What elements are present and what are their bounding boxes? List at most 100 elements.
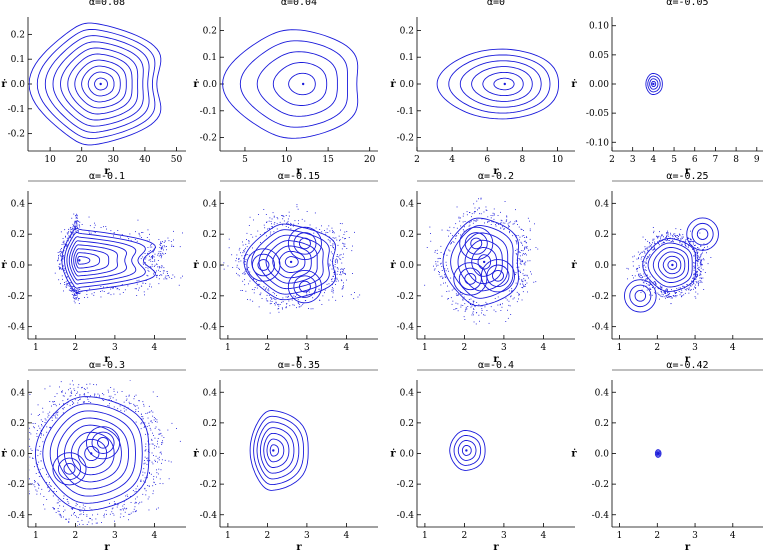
y-axis-label: ṙ xyxy=(571,260,577,271)
chaotic-point xyxy=(73,388,75,390)
chaotic-point xyxy=(297,223,299,225)
chaotic-point xyxy=(151,410,152,412)
chaotic-point xyxy=(154,259,156,261)
chaotic-point xyxy=(71,290,73,292)
chaotic-point xyxy=(49,401,51,402)
chaotic-point xyxy=(697,280,699,282)
chaotic-point xyxy=(458,293,459,295)
chaotic-point xyxy=(331,227,333,229)
orbit-curve xyxy=(73,248,110,273)
chaotic-point xyxy=(107,293,109,294)
chaotic-point xyxy=(485,209,487,211)
chaotic-point xyxy=(325,231,327,233)
chaotic-point xyxy=(130,496,131,497)
chaotic-point xyxy=(446,254,448,256)
chaotic-point xyxy=(689,243,690,245)
chaotic-point xyxy=(64,509,66,511)
chaotic-point xyxy=(274,222,276,223)
chaotic-point xyxy=(89,383,91,385)
chaotic-point xyxy=(334,272,336,274)
chaotic-point xyxy=(636,268,638,269)
chaotic-point xyxy=(528,249,529,251)
chaotic-point xyxy=(676,288,678,289)
chaotic-point xyxy=(636,269,638,270)
y-tick-label: 0.0 xyxy=(400,450,415,460)
chaotic-point xyxy=(245,243,247,245)
chaotic-point xyxy=(644,275,646,277)
chaotic-point xyxy=(522,244,523,246)
chaotic-point xyxy=(696,277,697,279)
chaotic-point xyxy=(343,234,345,235)
chaotic-point xyxy=(173,230,174,232)
orbit-curve xyxy=(67,53,133,115)
chaotic-point xyxy=(108,292,110,294)
chaotic-point xyxy=(143,291,145,293)
chaotic-point xyxy=(666,289,668,291)
chaotic-point xyxy=(445,261,447,263)
chaotic-point xyxy=(163,278,165,280)
chaotic-point xyxy=(221,265,222,266)
chaotic-point xyxy=(332,230,333,232)
chaotic-point xyxy=(120,409,122,411)
chaotic-point xyxy=(702,252,703,254)
chaotic-point xyxy=(272,292,274,293)
chaotic-point xyxy=(700,254,702,256)
chaotic-point xyxy=(306,292,308,294)
chaotic-point xyxy=(165,253,166,254)
chaotic-point xyxy=(663,242,665,243)
chaotic-point xyxy=(473,203,475,205)
chaotic-point xyxy=(641,251,643,253)
chaotic-point xyxy=(29,493,30,495)
chaotic-point xyxy=(147,267,149,269)
y-axis-label: ṙ xyxy=(193,449,199,460)
chaotic-point xyxy=(150,421,152,422)
chaotic-point xyxy=(154,427,156,429)
chaotic-point xyxy=(647,248,649,250)
chaotic-point xyxy=(460,292,461,294)
chaotic-point xyxy=(437,264,439,266)
x-axis-label: r xyxy=(104,542,110,553)
orbit-curve xyxy=(649,78,659,90)
chaotic-point xyxy=(693,272,695,274)
chaotic-point xyxy=(662,239,664,241)
chaotic-point xyxy=(136,280,138,282)
panel-10: α=-0.41 2 3 4r-0.4-0.20.00.20.4ṙ xyxy=(390,360,575,553)
chaotic-point xyxy=(691,241,693,242)
chaotic-point xyxy=(445,282,446,284)
chaotic-point xyxy=(681,295,683,297)
chaotic-point xyxy=(23,443,24,444)
x-tick-label: 3 xyxy=(630,155,636,165)
chaotic-point xyxy=(162,247,164,249)
orbit-curve xyxy=(87,71,115,97)
chaotic-point xyxy=(627,278,628,280)
chaotic-point xyxy=(335,299,337,301)
chaotic-point xyxy=(117,408,119,410)
chaotic-point xyxy=(112,513,114,514)
chaotic-point xyxy=(651,246,653,248)
chaotic-point xyxy=(72,384,74,386)
chaotic-point xyxy=(153,482,155,484)
chaotic-point xyxy=(101,522,102,523)
orbit-curve xyxy=(84,445,100,462)
chaotic-point xyxy=(336,273,338,275)
chaotic-point xyxy=(88,401,90,402)
chaotic-point xyxy=(638,274,640,276)
island-curve xyxy=(480,259,516,293)
orbit-curve xyxy=(251,229,330,295)
chaotic-point xyxy=(449,250,451,252)
chaotic-point xyxy=(344,231,346,233)
chaotic-point xyxy=(477,219,479,221)
chaotic-point xyxy=(644,261,646,263)
chaotic-point xyxy=(659,294,661,296)
chaotic-point xyxy=(654,292,656,294)
chaotic-point xyxy=(27,460,28,461)
chaotic-point xyxy=(161,254,163,256)
chaotic-point xyxy=(271,218,273,220)
chaotic-point xyxy=(448,270,449,272)
chaotic-point xyxy=(351,250,353,252)
chaotic-point xyxy=(457,303,459,305)
chaotic-point xyxy=(676,295,678,297)
chaotic-point xyxy=(440,258,441,259)
chaotic-point xyxy=(673,290,675,292)
chaotic-point xyxy=(75,225,77,227)
